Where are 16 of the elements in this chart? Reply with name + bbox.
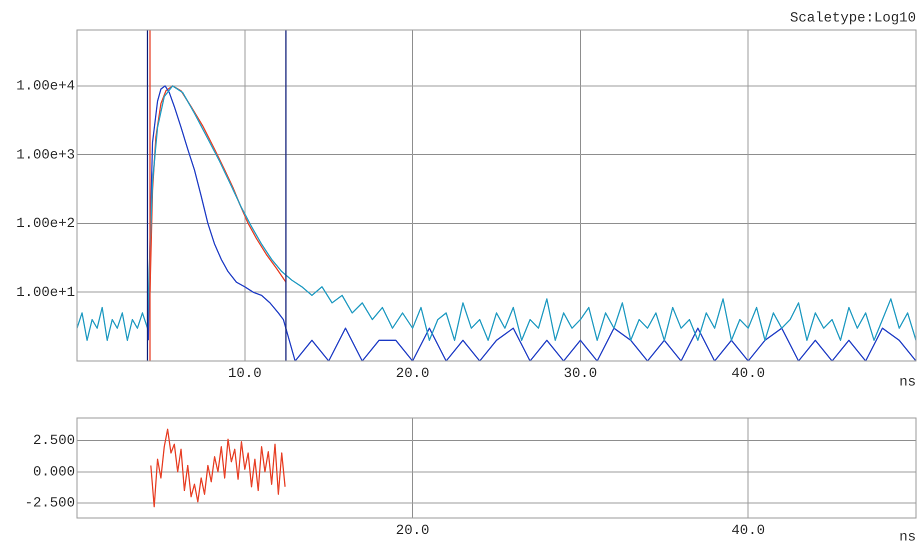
x-tick-label: 20.0 bbox=[396, 523, 430, 540]
y-tick-label: 1.00e+1 bbox=[16, 284, 75, 301]
y-tick-label: 0.000 bbox=[32, 464, 75, 480]
x-tick-label: 20.0 bbox=[396, 366, 430, 382]
y-tick-label: 1.00e+4 bbox=[16, 78, 75, 95]
y-tick-label: 2.500 bbox=[32, 433, 75, 450]
x-tick-label: 30.0 bbox=[564, 366, 598, 382]
x-axis-title: ns bbox=[899, 530, 916, 545]
x-tick-label: 40.0 bbox=[731, 366, 766, 382]
y-tick-label: 1.00e+2 bbox=[16, 216, 75, 232]
x-axis-title: ns bbox=[899, 374, 916, 391]
y-tick-label: 1.00e+3 bbox=[16, 147, 75, 164]
x-tick-label: 40.0 bbox=[731, 523, 766, 540]
x-tick-label: 10.0 bbox=[228, 366, 262, 382]
y-tick-label: -2.500 bbox=[24, 496, 75, 512]
text: Scaletype:Log10 bbox=[790, 10, 916, 27]
